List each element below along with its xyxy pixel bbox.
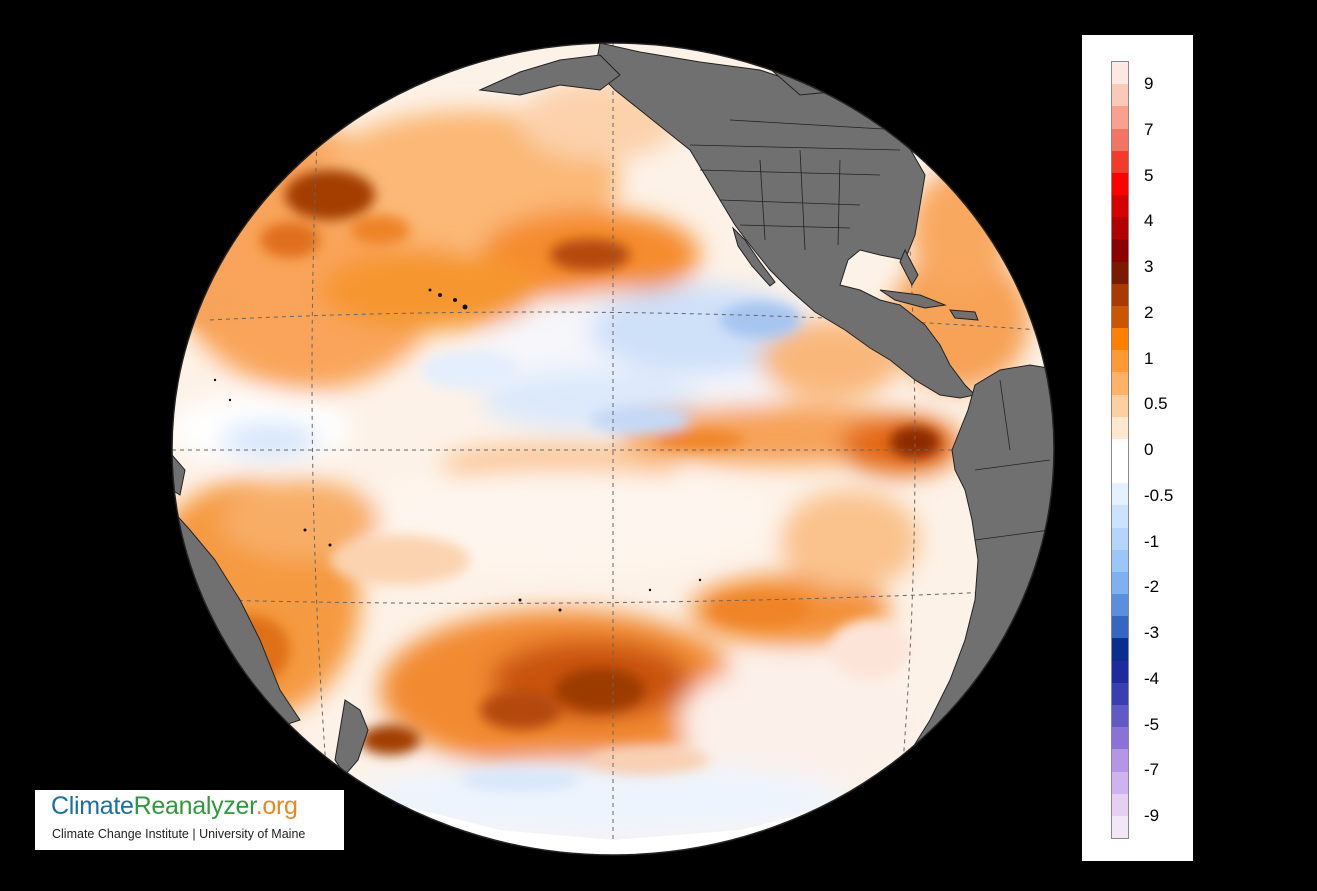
legend-tick-label: -2 xyxy=(1144,577,1160,597)
color-legend: 9 7 5 4 3 2 1 0.5 0 -0.5 -1 -2 -3 -4 -5 -7 -9 xyxy=(1082,35,1193,861)
legend-swatch xyxy=(1112,727,1128,750)
legend-swatch xyxy=(1112,195,1128,218)
legend-swatch xyxy=(1112,793,1128,816)
legend-swatch xyxy=(1112,638,1128,661)
legend-swatch xyxy=(1112,239,1128,262)
legend-swatch xyxy=(1112,128,1128,151)
climate-reanalyzer-logo: ClimateReanalyzer.org Climate Change Ins… xyxy=(35,790,344,850)
legend-color-bar xyxy=(1111,61,1129,839)
legend-swatch xyxy=(1112,549,1128,572)
legend-tick-label: 5 xyxy=(1144,165,1154,185)
legend-swatch xyxy=(1112,461,1128,484)
legend-swatch xyxy=(1112,84,1128,107)
legend-swatch xyxy=(1112,505,1128,528)
legend-swatch xyxy=(1112,704,1128,728)
legend-tick-label: 0 xyxy=(1144,440,1154,459)
legend-swatch xyxy=(1112,594,1128,617)
legend-tick-label: 7 xyxy=(1144,119,1154,139)
legend-tick-label: -5 xyxy=(1144,714,1160,734)
legend-tick-label: -3 xyxy=(1144,623,1160,642)
new-zealand-land xyxy=(334,699,369,776)
legend-swatch xyxy=(1112,571,1128,595)
legend-tick-label: 3 xyxy=(1144,257,1154,276)
legend-tick-label: 2 xyxy=(1144,302,1154,322)
legend-swatch xyxy=(1112,660,1128,683)
legend-swatch xyxy=(1112,438,1128,462)
legend-tick-label: -9 xyxy=(1144,806,1160,825)
legend-swatch xyxy=(1112,283,1128,306)
legend-swatch xyxy=(1112,815,1128,839)
logo-subtitle: Climate Change Institute | University of… xyxy=(52,827,306,841)
legend-swatch xyxy=(1112,217,1128,240)
legend-tick-label: 9 xyxy=(1144,74,1154,93)
legend-swatch xyxy=(1112,328,1128,351)
legend-swatch xyxy=(1112,616,1128,639)
legend-swatch xyxy=(1112,305,1128,329)
legend-swatch xyxy=(1112,350,1128,373)
logo-part-reanalyzer: Reanalyzer xyxy=(133,792,256,820)
legend-tick-label: -1 xyxy=(1144,531,1160,551)
legend-swatch xyxy=(1112,527,1128,550)
legend-tick-label: 4 xyxy=(1144,211,1154,231)
north-america-land xyxy=(594,43,977,399)
legend-swatch xyxy=(1112,749,1128,772)
legend-swatch xyxy=(1112,771,1128,794)
legend-tick-label: 1 xyxy=(1144,348,1154,368)
legend-swatch xyxy=(1112,261,1128,284)
legend-swatch xyxy=(1112,172,1128,196)
legend-tick-label: -7 xyxy=(1144,760,1160,780)
legend-swatch xyxy=(1112,394,1128,417)
legend-swatch xyxy=(1112,372,1128,395)
legend-swatch xyxy=(1112,682,1128,705)
legend-tick-label: -0.5 xyxy=(1144,485,1174,505)
legend-tick-label: 0.5 xyxy=(1144,394,1168,414)
legend-swatch xyxy=(1112,416,1128,439)
ocean-anomaly-field xyxy=(172,43,1054,855)
logo-part-climate: Climate xyxy=(51,792,134,820)
legend-tick-label: -4 xyxy=(1144,668,1160,688)
logo-part-org: .org xyxy=(255,792,298,820)
legend-swatch xyxy=(1112,150,1128,173)
logo-wordmark: ClimateReanalyzer.org xyxy=(51,792,298,821)
legend-swatch xyxy=(1112,62,1128,85)
legend-swatch xyxy=(1112,483,1128,506)
legend-swatch xyxy=(1112,106,1128,129)
